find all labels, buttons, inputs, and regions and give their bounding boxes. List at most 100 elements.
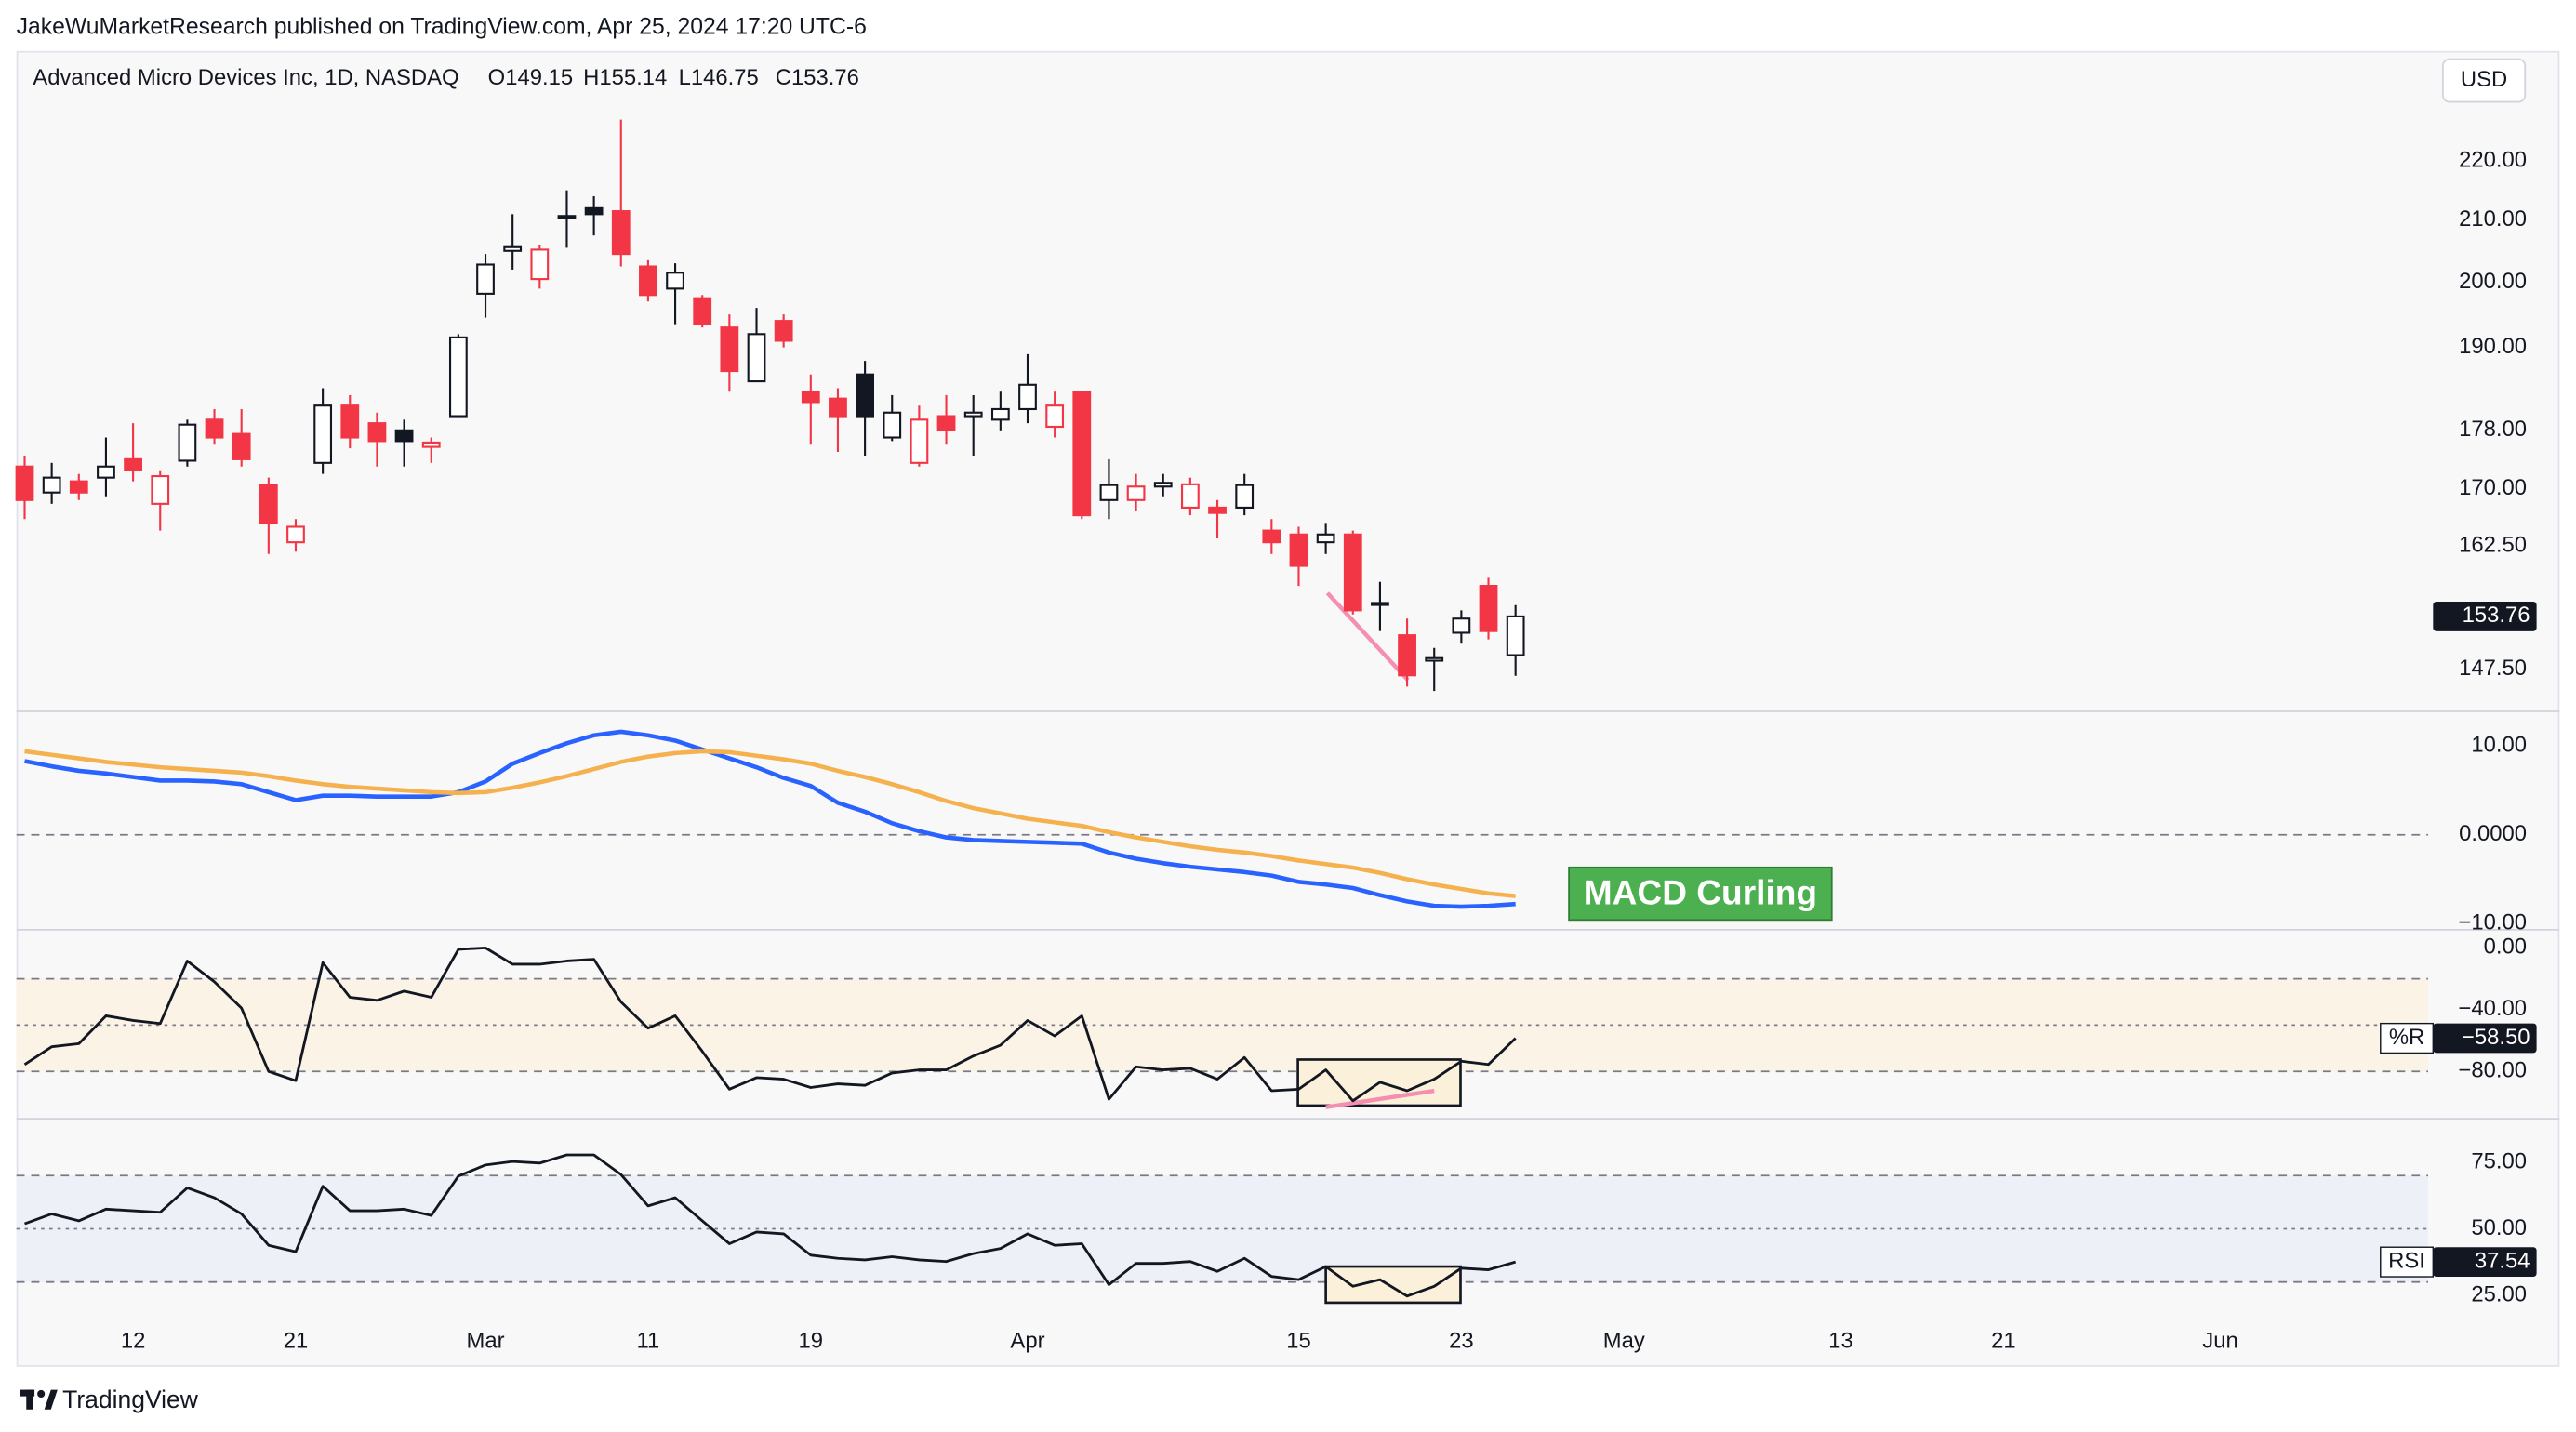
annotation-text: MACD Curling — [1584, 873, 1817, 912]
x-tick-label: 23 — [1449, 1329, 1474, 1354]
candle-body — [936, 415, 956, 431]
candle-body — [910, 418, 929, 464]
candle-body — [963, 411, 983, 418]
candle-body — [1153, 482, 1173, 488]
candle-body — [1126, 485, 1146, 501]
candle-body — [124, 457, 142, 471]
x-tick-label: Mar — [467, 1329, 505, 1354]
candle-body — [801, 391, 820, 404]
y-tick-label: 25.00 — [2471, 1281, 2527, 1306]
candle-body — [313, 404, 333, 464]
candle-body — [1045, 404, 1065, 429]
last-price-label: 153.76 — [2463, 603, 2530, 628]
y-tick-label: −10.00 — [2458, 910, 2527, 935]
annotation-box — [1568, 866, 1833, 922]
y-tick-label: 75.00 — [2471, 1148, 2527, 1173]
candle-body — [476, 263, 495, 295]
candle-body — [97, 465, 115, 479]
x-tick-label: 21 — [1991, 1329, 2016, 1354]
y-tick-label: 0.00 — [2484, 935, 2527, 960]
candle-body — [340, 404, 360, 439]
logo-shape — [26, 1389, 33, 1410]
candle-body — [1099, 484, 1119, 501]
candle-body — [1343, 533, 1362, 612]
y-tick-label: 10.00 — [2471, 733, 2527, 758]
y-tick-label: 210.00 — [2459, 206, 2527, 232]
trend-annotation — [1325, 1088, 1435, 1109]
indicator-value-label: 37.54 — [2475, 1248, 2530, 1273]
y-tick-label: 162.50 — [2459, 533, 2527, 558]
logo-text: TradingView — [62, 1386, 199, 1413]
indicator-line — [24, 729, 1516, 909]
candle-body — [693, 297, 712, 325]
candle-body — [232, 432, 251, 460]
y-tick-label: 147.50 — [2459, 656, 2527, 681]
candle-body — [367, 422, 387, 443]
candle-body — [1235, 484, 1255, 509]
x-tick-label: 11 — [637, 1329, 660, 1354]
x-tick-label: 15 — [1286, 1329, 1311, 1354]
x-tick-label: 12 — [121, 1329, 146, 1354]
y-tick-label: 0.0000 — [2459, 821, 2527, 846]
candle-body — [584, 206, 604, 216]
candle-body — [205, 418, 224, 439]
candle-body — [151, 475, 170, 505]
indicator-value-label-box — [2433, 1023, 2537, 1054]
candle-body — [611, 210, 631, 256]
candle-body — [421, 441, 441, 448]
currency-button[interactable] — [2442, 58, 2527, 103]
x-tick-label: 13 — [1828, 1329, 1853, 1354]
last-price-label-box — [2433, 602, 2537, 631]
x-tick-label: Jun — [2202, 1329, 2237, 1354]
indicator-line — [23, 946, 1517, 1103]
candle-body — [1425, 656, 1444, 662]
indicator-name-box — [2380, 1022, 2435, 1054]
candle-body — [990, 407, 1010, 421]
candle-body — [69, 480, 88, 494]
y-tick-label: −40.00 — [2458, 996, 2527, 1021]
candle-body — [530, 248, 550, 281]
currency-label[interactable]: USD — [2461, 67, 2507, 92]
ohlc-label: H155.14 — [583, 65, 667, 90]
candle-body — [557, 215, 577, 219]
indicator-name: RSI — [2388, 1248, 2425, 1273]
logo-shape — [44, 1389, 58, 1410]
candle-body — [1208, 506, 1227, 514]
candle-body — [1180, 483, 1200, 509]
indicator-band — [16, 1175, 2429, 1282]
symbol-title: Advanced Micro Devices Inc, 1D, NASDAQ — [33, 65, 458, 90]
symbol-legend: Advanced Micro Devices Inc, 1D, NASDAQ O… — [33, 65, 859, 90]
x-tick-label: May — [1603, 1329, 1645, 1354]
candle-body — [448, 336, 468, 418]
candle-body — [639, 265, 657, 297]
candle-body — [42, 476, 61, 494]
highlight-box — [1324, 1265, 1462, 1305]
candle-body — [1479, 585, 1498, 632]
candle-body — [286, 525, 305, 544]
candle-body — [15, 465, 34, 501]
candle-body — [747, 333, 766, 383]
candle-body — [666, 272, 684, 290]
candle-body — [1398, 634, 1416, 677]
candle-body — [1316, 533, 1335, 544]
candle-body — [178, 423, 197, 462]
candle-body — [503, 245, 523, 252]
y-tick-label: 170.00 — [2459, 475, 2527, 500]
x-tick-label: 19 — [799, 1329, 824, 1354]
y-tick-label: 190.00 — [2459, 334, 2527, 359]
ohlc-label: C153.76 — [776, 65, 859, 90]
candle-body — [1289, 533, 1308, 567]
logo — [20, 1389, 58, 1410]
indicator-name-box — [2380, 1246, 2435, 1278]
logo-shape — [37, 1389, 46, 1399]
indicator-name: %R — [2389, 1025, 2424, 1050]
candle-body — [829, 397, 847, 418]
bands-layer — [16, 833, 2429, 1283]
candle-body — [856, 373, 874, 418]
candle-body — [774, 320, 793, 342]
indicator-value-label-box — [2433, 1247, 2537, 1278]
candle-body — [259, 484, 278, 524]
candle-body — [1018, 383, 1037, 411]
trend-annotation — [1325, 591, 1410, 682]
